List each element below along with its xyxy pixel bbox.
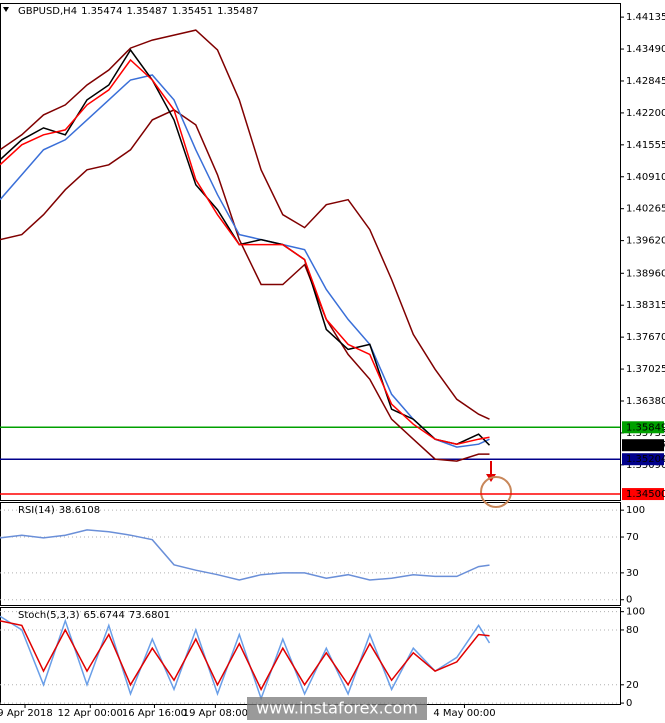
menu-arrow	[3, 7, 9, 12]
y-tick-label: 1.41555	[626, 140, 665, 151]
readout-value: 1.35487	[126, 6, 167, 17]
level-label: 1.35204	[626, 454, 665, 465]
indicator-title: RSI(14)	[18, 505, 55, 516]
chart-layer: 1.44135 1.43490 1.42845 1.42200 1.41555 1.409…	[0, 6, 665, 719]
panel-header: RSI(14) 38.6108	[18, 505, 100, 516]
panel-header: GBPUSD,H4 1.35474 1.35487 1.35451 1.35487	[18, 6, 259, 17]
last-price-label: 1.35487	[626, 440, 665, 451]
series-line	[0, 529, 490, 581]
watermark-box	[247, 697, 427, 720]
target-circle	[480, 476, 512, 508]
y-tick-label: 1.38960	[626, 268, 665, 279]
y-tick-label: 1.40265	[626, 204, 665, 215]
series-line	[0, 620, 490, 692]
x-tick-label: 16 Apr 16:00	[122, 708, 187, 719]
level-label-box	[622, 453, 664, 466]
y-tick-label: 100	[626, 607, 645, 618]
readout-value: 65.6744	[83, 610, 124, 621]
level-label: 1.35849	[626, 422, 665, 433]
watermark: www.instaforex.com	[256, 699, 418, 718]
y-tick-label: 1.37025	[626, 364, 665, 375]
y-tick-label: 1.43490	[626, 44, 665, 55]
level-label-box	[622, 488, 664, 501]
last-price-box	[622, 439, 664, 452]
y-tick-label: 0	[626, 595, 632, 606]
y-tick-label: 1.42845	[626, 76, 665, 87]
panel-header: Stoch(5,3,3) 65.6744 73.6801	[18, 610, 170, 621]
y-tick-label: 1.38315	[626, 300, 665, 311]
level-label-box	[622, 421, 664, 434]
y-tick-label: 1.40910	[626, 172, 665, 183]
y-tick-label: 0	[626, 698, 632, 709]
y-tick-label: 1.42200	[626, 108, 665, 119]
y-tick-label: 80	[626, 625, 639, 636]
y-tick-label: 1.37670	[626, 332, 665, 343]
series-line	[0, 29, 490, 420]
readout-value: 38.6108	[59, 505, 100, 516]
x-tick-label: 19 Apr 08:00	[183, 708, 248, 719]
series-line	[0, 48, 491, 446]
x-tick-label: 12 Apr 00:00	[58, 708, 123, 719]
level-label: 1.34500	[626, 489, 665, 500]
main-frame	[0, 3, 621, 501]
y-tick-label: 1.35735	[626, 428, 665, 439]
series-line	[0, 109, 490, 462]
sell-annotation	[480, 461, 512, 508]
rsi-frame	[0, 502, 621, 606]
readout-value: 1.35451	[172, 6, 213, 17]
x-tick-label: 4 May 00:00	[433, 708, 495, 719]
y-tick-label: 1.39620	[626, 236, 665, 247]
y-tick-label: 1.36380	[626, 396, 665, 407]
y-tick-label: 70	[626, 532, 639, 543]
indicator-title: Stoch(5,3,3)	[18, 610, 80, 621]
y-tick-label: 30	[626, 568, 639, 579]
y-tick-label: 1.35090	[626, 460, 665, 471]
readout-value: 1.35487	[217, 6, 258, 17]
y-tick-label: 1.44135	[626, 12, 665, 23]
indicator-title: GBPUSD,H4	[18, 6, 77, 17]
readout-value: 1.35474	[81, 6, 122, 17]
x-tick-label: 9 Apr 2018	[0, 708, 53, 719]
y-tick-label: 100	[626, 505, 645, 516]
series-line	[0, 58, 490, 445]
y-tick-label: 20	[626, 680, 639, 691]
readout-value: 73.6801	[129, 610, 170, 621]
